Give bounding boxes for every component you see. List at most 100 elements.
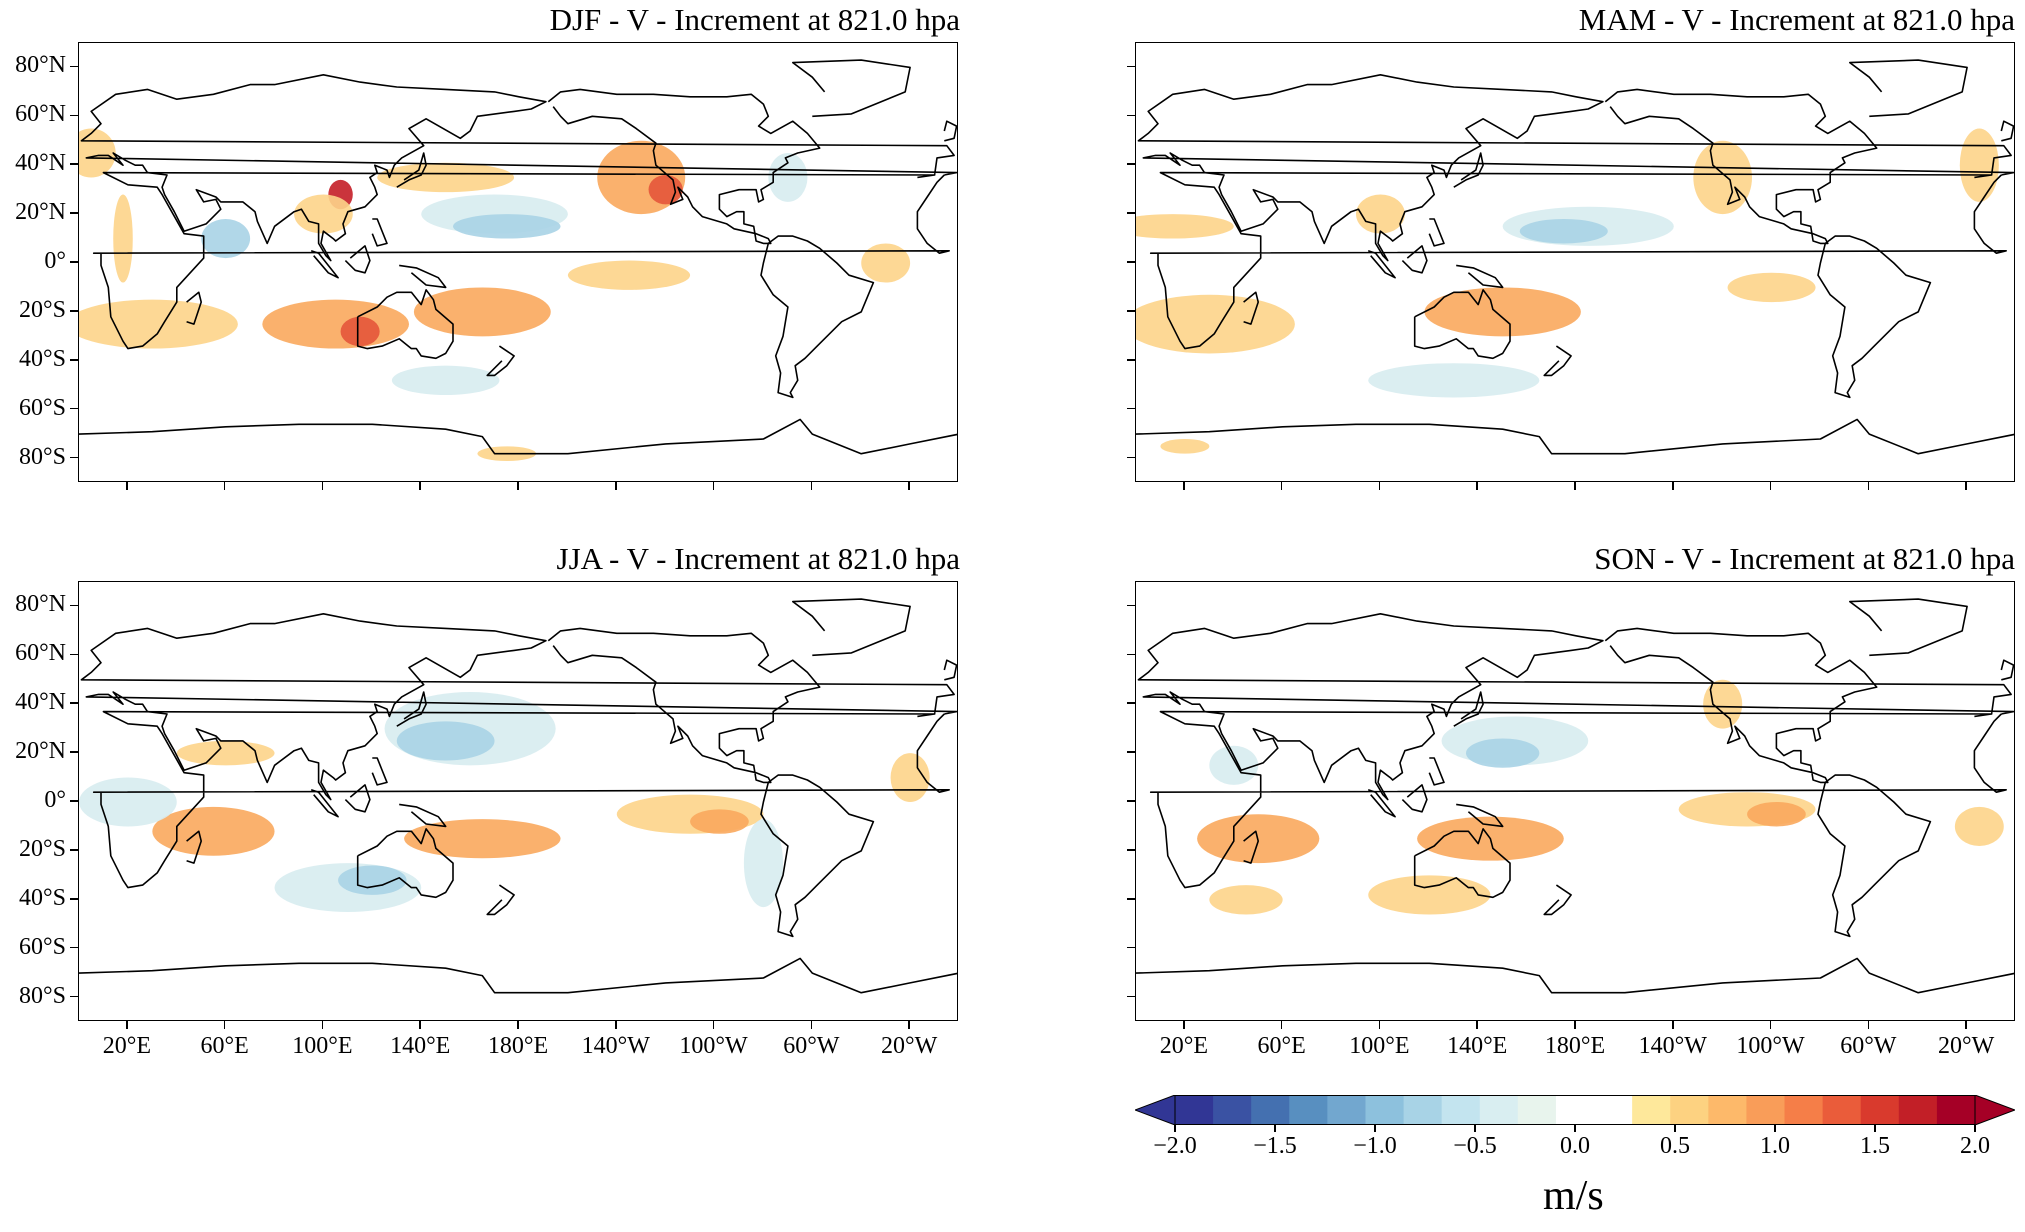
- colorbar-tick: [1774, 1125, 1776, 1132]
- coastline: [1401, 784, 1428, 813]
- lat-label: 60°N: [15, 101, 66, 128]
- lat-tick: [1127, 456, 1135, 459]
- anomaly-patch: [1356, 194, 1405, 234]
- lat-label: 20°N: [15, 738, 66, 765]
- lon-label: 60°E: [1257, 1033, 1306, 1059]
- lon-tick: [712, 482, 715, 490]
- coastline: [1136, 957, 2014, 994]
- coastline: [1456, 264, 1504, 289]
- colorbar-tick: [1674, 1125, 1676, 1132]
- lon-label: 100°W: [1736, 1033, 1805, 1059]
- lat-label: 40°S: [19, 345, 66, 372]
- lon-tick: [321, 1021, 324, 1029]
- panel-title: DJF - V - Increment at 821.0 hpa: [549, 2, 960, 37]
- lon-tick: [419, 1021, 421, 1029]
- anomaly-patch: [377, 162, 515, 193]
- lon-tick: [1574, 482, 1576, 490]
- coastline: [1413, 828, 1511, 899]
- lat-label: 40°N: [15, 689, 66, 716]
- coastline: [371, 757, 388, 786]
- lon-label: 140°W: [1638, 1033, 1707, 1059]
- lon-label: 20°W: [880, 1033, 938, 1059]
- lon-tick: [1769, 1021, 1772, 1029]
- colorbar-swatch: [1670, 1095, 1709, 1125]
- anomaly-patch: [79, 128, 116, 178]
- colorbar-tick-label: 1.0: [1760, 1133, 1790, 1159]
- lat-tick: [70, 407, 78, 410]
- lat-label: 40°S: [19, 884, 66, 911]
- coastline: [1367, 789, 1396, 818]
- anomaly-patch: [1424, 287, 1581, 337]
- coastline: [486, 884, 515, 916]
- lon-label: 20°E: [102, 1033, 151, 1059]
- lon-tick: [126, 482, 128, 490]
- colorbar-bar: [1133, 1094, 2017, 1126]
- coastline: [1428, 757, 1445, 786]
- colorbar-tick: [1574, 1125, 1576, 1132]
- lat-tick: [70, 456, 78, 459]
- lat-tick: [1127, 849, 1135, 851]
- lat-label: 20°N: [15, 199, 66, 226]
- anomaly-patch: [391, 365, 500, 396]
- lat-tick: [1127, 212, 1135, 214]
- anomaly-patch: [79, 299, 238, 349]
- lon-tick: [1672, 1021, 1674, 1029]
- colorbar-swatch: [1555, 1095, 1595, 1125]
- lat-tick: [1127, 800, 1135, 802]
- map-canvas: [79, 59, 957, 461]
- coastline: [1453, 691, 1484, 727]
- coastline: [1456, 803, 1504, 828]
- coastline: [1848, 598, 1968, 657]
- lat-label: 0°: [44, 787, 66, 813]
- lon-label: 60°E: [200, 1033, 249, 1059]
- lon-label: 140°W: [581, 1033, 650, 1059]
- anomaly-patch: [1747, 802, 1806, 827]
- lon-tick: [810, 482, 813, 490]
- anomaly-patch: [1954, 806, 2004, 846]
- lat-tick: [1127, 310, 1135, 312]
- lon-tick: [1769, 482, 1772, 490]
- coastline: [1848, 59, 1968, 118]
- lat-label: 20°S: [19, 296, 66, 323]
- coastline: [547, 627, 821, 784]
- anomaly-patch: [152, 806, 275, 856]
- anomaly-patch: [1209, 745, 1259, 785]
- colorbar-tick: [1874, 1125, 1876, 1132]
- coastline: [1453, 152, 1484, 188]
- lon-tick: [1867, 1021, 1870, 1029]
- map-jja: [78, 581, 958, 1021]
- anomaly-patch: [176, 740, 275, 766]
- anomaly-patch: [340, 316, 380, 347]
- colorbar-swatch: [1327, 1095, 1366, 1125]
- colorbar-extend-min: [1133, 1094, 1176, 1126]
- anomaly-patch: [262, 299, 409, 349]
- colorbar-swatch: [1289, 1095, 1328, 1125]
- lon-tick: [1183, 482, 1185, 490]
- colorbar-tick: [1174, 1125, 1176, 1132]
- lat-tick: [1127, 995, 1135, 998]
- coastline: [92, 171, 951, 350]
- lon-label: 20°E: [1159, 1033, 1208, 1059]
- lat-label: 80°S: [19, 982, 66, 1009]
- coastline: [80, 73, 957, 262]
- colorbar-swatch: [1403, 1095, 1443, 1125]
- lat-tick: [1127, 114, 1135, 117]
- colorbar-swatch: [1632, 1095, 1671, 1125]
- coastline: [1543, 884, 1572, 916]
- lon-tick: [1965, 482, 1967, 490]
- coastline: [1149, 171, 2008, 350]
- lon-tick: [1965, 1021, 1967, 1029]
- colorbar-tick-label: 0.5: [1660, 1133, 1690, 1159]
- map-canvas: [79, 598, 957, 994]
- coastline: [943, 120, 957, 142]
- coastline: [399, 803, 447, 828]
- lon-tick: [223, 1021, 226, 1029]
- coastline: [1243, 830, 1259, 864]
- colorbar-tick: [1474, 1125, 1476, 1132]
- lon-label: 20°W: [1937, 1033, 1995, 1059]
- coastline: [1413, 289, 1511, 360]
- coastline: [1817, 774, 1932, 938]
- coastline: [344, 784, 371, 813]
- colorbar-tick: [1974, 1125, 1976, 1132]
- lon-tick: [1280, 482, 1283, 490]
